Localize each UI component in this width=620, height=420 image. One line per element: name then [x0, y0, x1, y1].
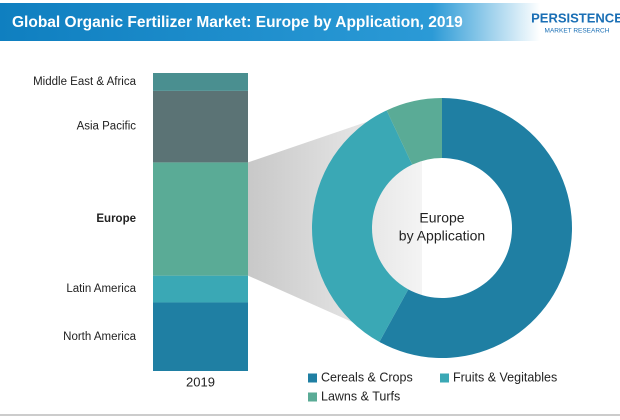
legend-label: Fruits & Vegitables — [453, 370, 557, 384]
segment-label: Asia Pacific — [77, 121, 137, 133]
legend-label: Cereals & Crops — [321, 370, 413, 384]
donut-segment — [386, 98, 442, 165]
bar-segment — [153, 73, 248, 91]
segment-label: Latin America — [66, 283, 136, 295]
segment-label: Middle East & Africa — [33, 76, 137, 88]
bar-segment — [153, 275, 248, 303]
legend-swatch — [308, 373, 317, 383]
segment-label: North America — [63, 331, 136, 343]
legend-swatch — [440, 373, 449, 383]
segment-label: Europe — [96, 213, 136, 225]
title-banner — [0, 3, 540, 41]
bar-segment — [153, 302, 248, 371]
bar-segment — [153, 162, 248, 276]
logo-sub: MARKET RESEARCH — [545, 28, 610, 35]
center-label: Europe — [419, 210, 464, 226]
x-tick-label: 2019 — [186, 374, 215, 389]
legend-label: Lawns & Turfs — [321, 389, 400, 403]
center-label: by Application — [399, 228, 485, 244]
donut-segment — [312, 110, 413, 342]
bar-segment — [153, 90, 248, 163]
legend-swatch — [308, 392, 317, 402]
donut-segment — [379, 98, 572, 358]
logo-main: PERSISTENCE — [531, 10, 620, 25]
chart-title: Global Organic Fertilizer Market: Europe… — [12, 14, 463, 31]
